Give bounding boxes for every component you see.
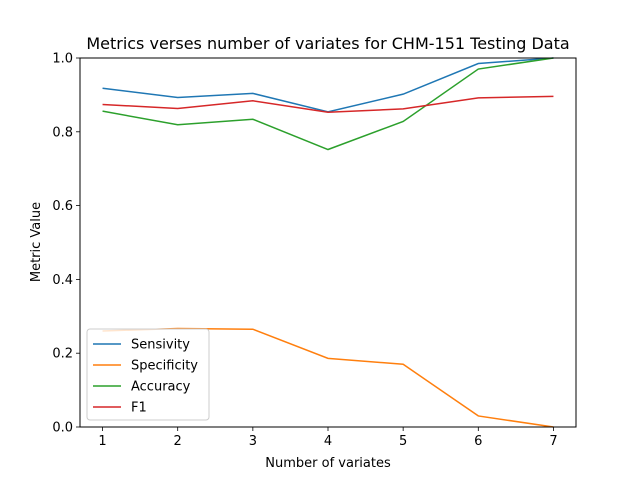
legend-label-specificity: Specificity xyxy=(131,359,198,374)
series-line-accuracy xyxy=(102,57,554,151)
legend-label-f1: F1 xyxy=(131,401,147,416)
y-axis-ticks: 0.0 0.2 0.4 0.6 0.8 1.0 xyxy=(52,52,80,436)
legend-label-accuracy: Accuracy xyxy=(131,380,191,395)
y-tick-label: 1.0 xyxy=(52,52,73,67)
y-axis-label: Metric Value xyxy=(29,202,44,282)
x-tick-label: 3 xyxy=(249,434,257,449)
legend: Sensivity Specificity Accuracy F1 xyxy=(86,328,210,421)
legend-box xyxy=(86,328,210,421)
x-tick-label: 4 xyxy=(324,434,332,449)
y-tick-label: 0.0 xyxy=(52,421,73,436)
x-tick-label: 1 xyxy=(98,434,106,449)
y-tick-label: 0.6 xyxy=(52,199,73,214)
x-tick-label: 7 xyxy=(549,434,557,449)
x-axis-ticks: 1 2 3 4 5 6 7 xyxy=(98,427,558,449)
legend-label-sensivity: Sensivity xyxy=(131,338,190,353)
chart-title: Metrics verses number of variates for CH… xyxy=(86,34,569,53)
x-axis-label: Number of variates xyxy=(265,456,391,471)
y-tick-label: 0.8 xyxy=(52,125,73,140)
plot-lines xyxy=(102,57,554,428)
y-tick-label: 0.2 xyxy=(52,347,73,362)
x-tick-label: 5 xyxy=(399,434,407,449)
x-tick-label: 6 xyxy=(474,434,482,449)
series-line-specificity xyxy=(102,327,554,428)
y-tick-label: 0.4 xyxy=(52,273,73,288)
series-line-f1 xyxy=(102,95,554,113)
x-tick-label: 2 xyxy=(174,434,182,449)
